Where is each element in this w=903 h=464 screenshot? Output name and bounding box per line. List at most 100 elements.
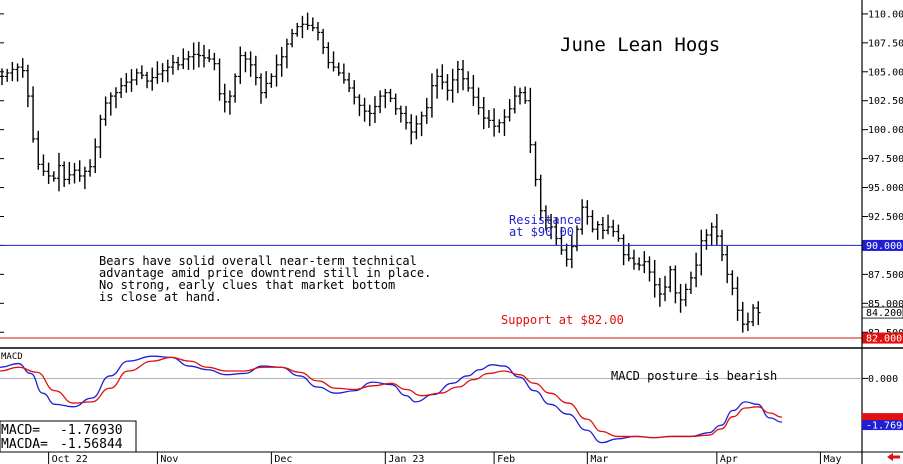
price-bar bbox=[403, 105, 409, 130]
price-bar bbox=[383, 88, 388, 109]
price-bar bbox=[585, 200, 590, 225]
price-bar bbox=[730, 270, 735, 296]
price-bar bbox=[517, 87, 523, 105]
price-bar bbox=[652, 259, 657, 298]
price-bar bbox=[103, 96, 108, 126]
price-bar bbox=[222, 83, 227, 113]
price-bar bbox=[295, 22, 300, 37]
time-tick-label: May bbox=[823, 454, 841, 464]
price-bar bbox=[471, 74, 476, 106]
price-bar bbox=[600, 216, 606, 240]
macd-readout-value: -1.76930 bbox=[60, 423, 123, 438]
price-bar bbox=[642, 251, 647, 274]
price-tick-label: 100.000 bbox=[868, 125, 903, 136]
price-bar bbox=[243, 51, 248, 73]
last-price-tag-label: 84.200 bbox=[866, 308, 902, 319]
support-price-tag-label: 82.000 bbox=[866, 334, 902, 345]
price-bar bbox=[533, 141, 538, 187]
price-bar bbox=[398, 105, 404, 123]
price-bar bbox=[507, 99, 512, 122]
price-bar bbox=[346, 72, 352, 93]
price-bar bbox=[502, 109, 507, 136]
time-axis: Oct 22 Nov Dec Jan 23 Feb Mar Apr May bbox=[48, 452, 842, 464]
price-bar bbox=[429, 73, 435, 118]
price-bar bbox=[56, 152, 62, 192]
price-bar bbox=[274, 54, 279, 87]
price-bar bbox=[77, 160, 82, 182]
price-bar bbox=[455, 60, 461, 94]
price-bar bbox=[538, 174, 543, 221]
macd-posture-note: MACD posture is bearish bbox=[611, 369, 777, 383]
price-bar bbox=[320, 28, 326, 55]
price-bar bbox=[139, 65, 145, 80]
price-bar bbox=[699, 229, 704, 276]
price-bar bbox=[15, 63, 20, 82]
price-bar bbox=[217, 58, 222, 101]
price-bar bbox=[590, 210, 595, 233]
price-bar bbox=[263, 71, 269, 99]
price-tick-label: 107.500 bbox=[868, 38, 903, 49]
time-tick-label: Dec bbox=[274, 454, 292, 464]
price-bar bbox=[367, 104, 372, 127]
support-price-tag bbox=[862, 332, 903, 344]
price-bar bbox=[336, 62, 341, 76]
price-bar bbox=[528, 87, 533, 153]
time-tick-label: Apr bbox=[720, 454, 738, 464]
price-bar bbox=[30, 86, 36, 143]
price-bar bbox=[144, 71, 150, 89]
price-bar bbox=[362, 97, 367, 122]
price-bar bbox=[72, 162, 77, 184]
price-axis: 110.000 107.500 105.000 102.500 100.000 97.50… bbox=[0, 9, 903, 339]
price-bar bbox=[595, 221, 600, 240]
price-bar bbox=[678, 283, 683, 313]
support-annotation: Support at $82.00 bbox=[501, 313, 624, 327]
price-bar bbox=[445, 74, 450, 101]
time-tick-label: Mar bbox=[590, 454, 608, 464]
price-bar bbox=[377, 90, 383, 114]
price-bar bbox=[93, 138, 98, 174]
price-bar bbox=[548, 213, 554, 240]
price-bar bbox=[543, 205, 549, 231]
price-bar bbox=[150, 67, 155, 91]
price-bar bbox=[683, 283, 688, 307]
price-bar bbox=[160, 63, 165, 83]
price-bar bbox=[626, 242, 631, 262]
macd-readout-name: MACD= bbox=[1, 423, 40, 438]
price-bar bbox=[191, 42, 196, 70]
price-bar bbox=[611, 219, 616, 237]
price-bar bbox=[331, 51, 336, 72]
macda-readout-name: MACDA= bbox=[1, 437, 48, 452]
price-bar bbox=[108, 92, 113, 116]
price-tick-label: 105.000 bbox=[868, 67, 903, 78]
price-bar bbox=[232, 73, 238, 103]
commentary-line-4: is close at hand. bbox=[99, 290, 222, 304]
price-bar bbox=[559, 226, 564, 255]
price-bar bbox=[414, 115, 419, 140]
price-bar bbox=[41, 154, 46, 176]
price-bar bbox=[51, 171, 56, 182]
commentary-line-1: Bears have solid overall near-term techn… bbox=[99, 254, 417, 268]
price-bar bbox=[289, 28, 295, 48]
price-bar bbox=[440, 64, 445, 90]
price-bar bbox=[67, 161, 72, 185]
resistance-price-tag bbox=[862, 239, 903, 251]
price-tick-label: 87.500 bbox=[868, 270, 903, 281]
price-bar bbox=[647, 256, 652, 282]
scroll-left-arrow-icon[interactable] bbox=[887, 453, 900, 461]
price-bar bbox=[170, 54, 176, 75]
price-tick-label: 85.000 bbox=[868, 299, 903, 310]
price-bar bbox=[341, 63, 347, 84]
price-bar bbox=[87, 159, 93, 177]
price-bar bbox=[756, 301, 761, 326]
price-bar bbox=[393, 93, 398, 115]
price-bar bbox=[227, 90, 233, 115]
price-bar bbox=[155, 61, 160, 84]
macd-value-tag-label: -1.769 bbox=[866, 421, 902, 432]
price-bar bbox=[201, 44, 207, 68]
time-tick-label: Nov bbox=[160, 454, 178, 464]
resistance-annotation-line-2: at $90.00 bbox=[509, 225, 574, 239]
price-bar bbox=[605, 214, 611, 235]
macd-panel-label: MACD bbox=[1, 352, 23, 362]
price-bar bbox=[10, 61, 15, 82]
